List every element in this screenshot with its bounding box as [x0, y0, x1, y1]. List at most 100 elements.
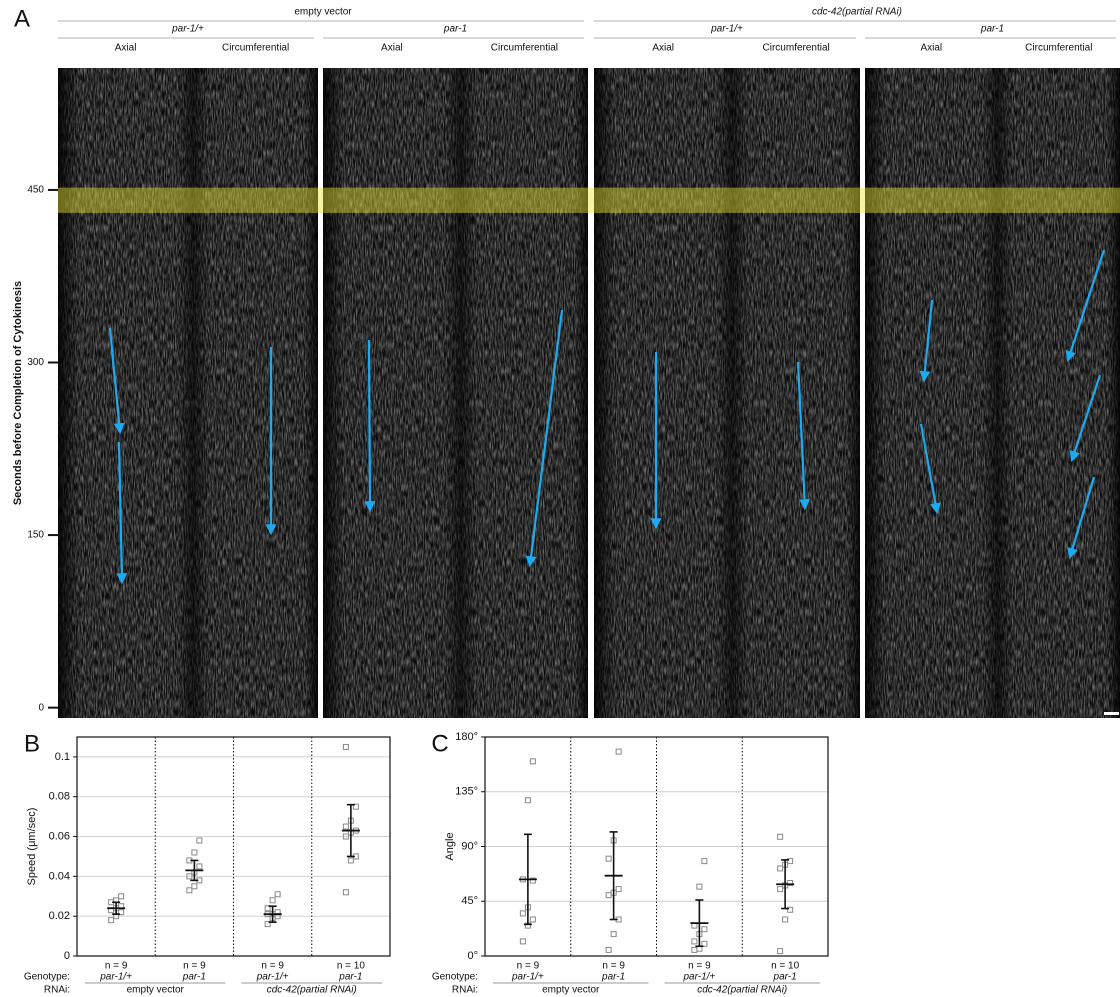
- panel-label: B: [24, 730, 40, 757]
- rnai-row-label: RNAi:: [44, 985, 70, 996]
- data-point: [691, 946, 698, 953]
- data-point: [186, 887, 193, 894]
- data-point: [264, 921, 271, 928]
- y-tick-label: 300: [27, 357, 44, 368]
- panel-label: A: [14, 5, 30, 32]
- rnai-label: empty vector: [127, 985, 185, 996]
- arrows: [108, 249, 1106, 585]
- genotype-header: par-1: [980, 24, 1004, 35]
- arrow: [919, 299, 934, 383]
- data-point: [615, 886, 622, 893]
- data-point: [605, 855, 612, 862]
- data-point: [519, 910, 526, 917]
- data-point: [347, 857, 354, 864]
- y-tick-label: 150: [27, 530, 44, 541]
- data-point: [191, 883, 198, 890]
- genotype-label: par-1/+: [682, 972, 715, 983]
- panel-label: C: [431, 730, 448, 757]
- n-label: n = 10: [771, 961, 800, 972]
- data-point: [777, 833, 784, 840]
- y-tick-label: 0.08: [49, 791, 70, 803]
- data-point: [196, 837, 203, 844]
- rnai-header: empty vector: [294, 7, 352, 18]
- data-point: [519, 938, 526, 945]
- data-point: [701, 940, 708, 947]
- data-point: [108, 917, 115, 924]
- y-tick-label: 0.06: [49, 830, 70, 842]
- n-label: n = 9: [183, 961, 206, 972]
- data-point: [118, 909, 125, 916]
- highlight-band: [58, 187, 1120, 213]
- data-point: [274, 891, 281, 898]
- y-tick-label: 180°: [455, 731, 478, 743]
- data-point: [342, 823, 349, 830]
- arrow: [1065, 249, 1106, 363]
- arrow: [116, 441, 128, 585]
- data-point: [615, 748, 622, 755]
- data-point: [342, 743, 349, 750]
- n-label: n = 9: [105, 961, 128, 972]
- data-point: [529, 758, 536, 765]
- kymograph-edge: [58, 68, 318, 718]
- data-point: [701, 926, 708, 933]
- data-point: [605, 892, 612, 899]
- kymographs: [58, 68, 1120, 718]
- direction-header: Axial: [381, 43, 403, 54]
- y-axis-label: Speed (μm/sec): [26, 808, 38, 886]
- data-point: [777, 948, 784, 955]
- data-point: [342, 889, 349, 896]
- data-point: [264, 905, 271, 912]
- y-tick-label: 90°: [461, 840, 478, 852]
- data-point: [787, 858, 794, 865]
- genotype-header: par-1/+: [171, 24, 204, 35]
- data-point: [605, 946, 612, 953]
- data-point: [787, 880, 794, 886]
- direction-header: Axial: [920, 43, 942, 54]
- y-tick-label: 45°: [461, 895, 478, 907]
- data-point: [529, 916, 536, 923]
- data-point: [191, 849, 198, 856]
- kymograph-edge: [865, 68, 1120, 718]
- data-point: [691, 938, 698, 945]
- rnai-row-label: RNAi:: [452, 985, 478, 996]
- data-point: [696, 883, 703, 890]
- genotype-label: par-1: [338, 972, 362, 983]
- n-label: n = 9: [261, 961, 284, 972]
- data-point: [782, 916, 789, 923]
- arrow: [364, 339, 376, 513]
- y-tick-label: 450: [27, 185, 44, 196]
- arrow: [1069, 374, 1102, 463]
- genotype-header: par-1/+: [710, 24, 743, 35]
- y-tick-label: 0.02: [49, 910, 70, 922]
- data-point: [777, 886, 784, 893]
- data-point: [524, 797, 531, 804]
- data-point: [701, 858, 708, 865]
- arrow: [796, 361, 811, 511]
- genotype-row-label: Genotype:: [24, 972, 70, 983]
- direction-header: Circumferential: [763, 43, 830, 54]
- genotype-label: par-1: [601, 972, 625, 983]
- y-tick-label: 0.04: [49, 870, 70, 882]
- rnai-header: cdc-42(partial RNAi): [812, 7, 902, 18]
- data-point: [342, 833, 349, 840]
- rnai-label: empty vector: [542, 985, 600, 996]
- y-tick-label: 0.1: [55, 751, 70, 763]
- direction-header: Circumferential: [1025, 43, 1092, 54]
- y-tick-label: 135°: [455, 786, 478, 798]
- data-point: [196, 863, 203, 870]
- direction-header: Axial: [652, 43, 674, 54]
- data-point: [269, 897, 276, 904]
- arrow: [919, 423, 941, 515]
- n-label: n = 9: [602, 961, 625, 972]
- y-tick-label: 0°: [467, 950, 478, 962]
- genotype-label: par-1: [182, 972, 206, 983]
- arrow: [1067, 476, 1096, 560]
- kymograph-edge: [323, 68, 588, 718]
- data-point: [352, 803, 359, 810]
- n-label: n = 10: [337, 961, 366, 972]
- data-point: [186, 873, 193, 880]
- kymograph-edge: [594, 68, 860, 718]
- n-label: n = 9: [517, 961, 540, 972]
- direction-header: Circumferential: [222, 43, 289, 54]
- y-tick-label: 0: [38, 702, 44, 713]
